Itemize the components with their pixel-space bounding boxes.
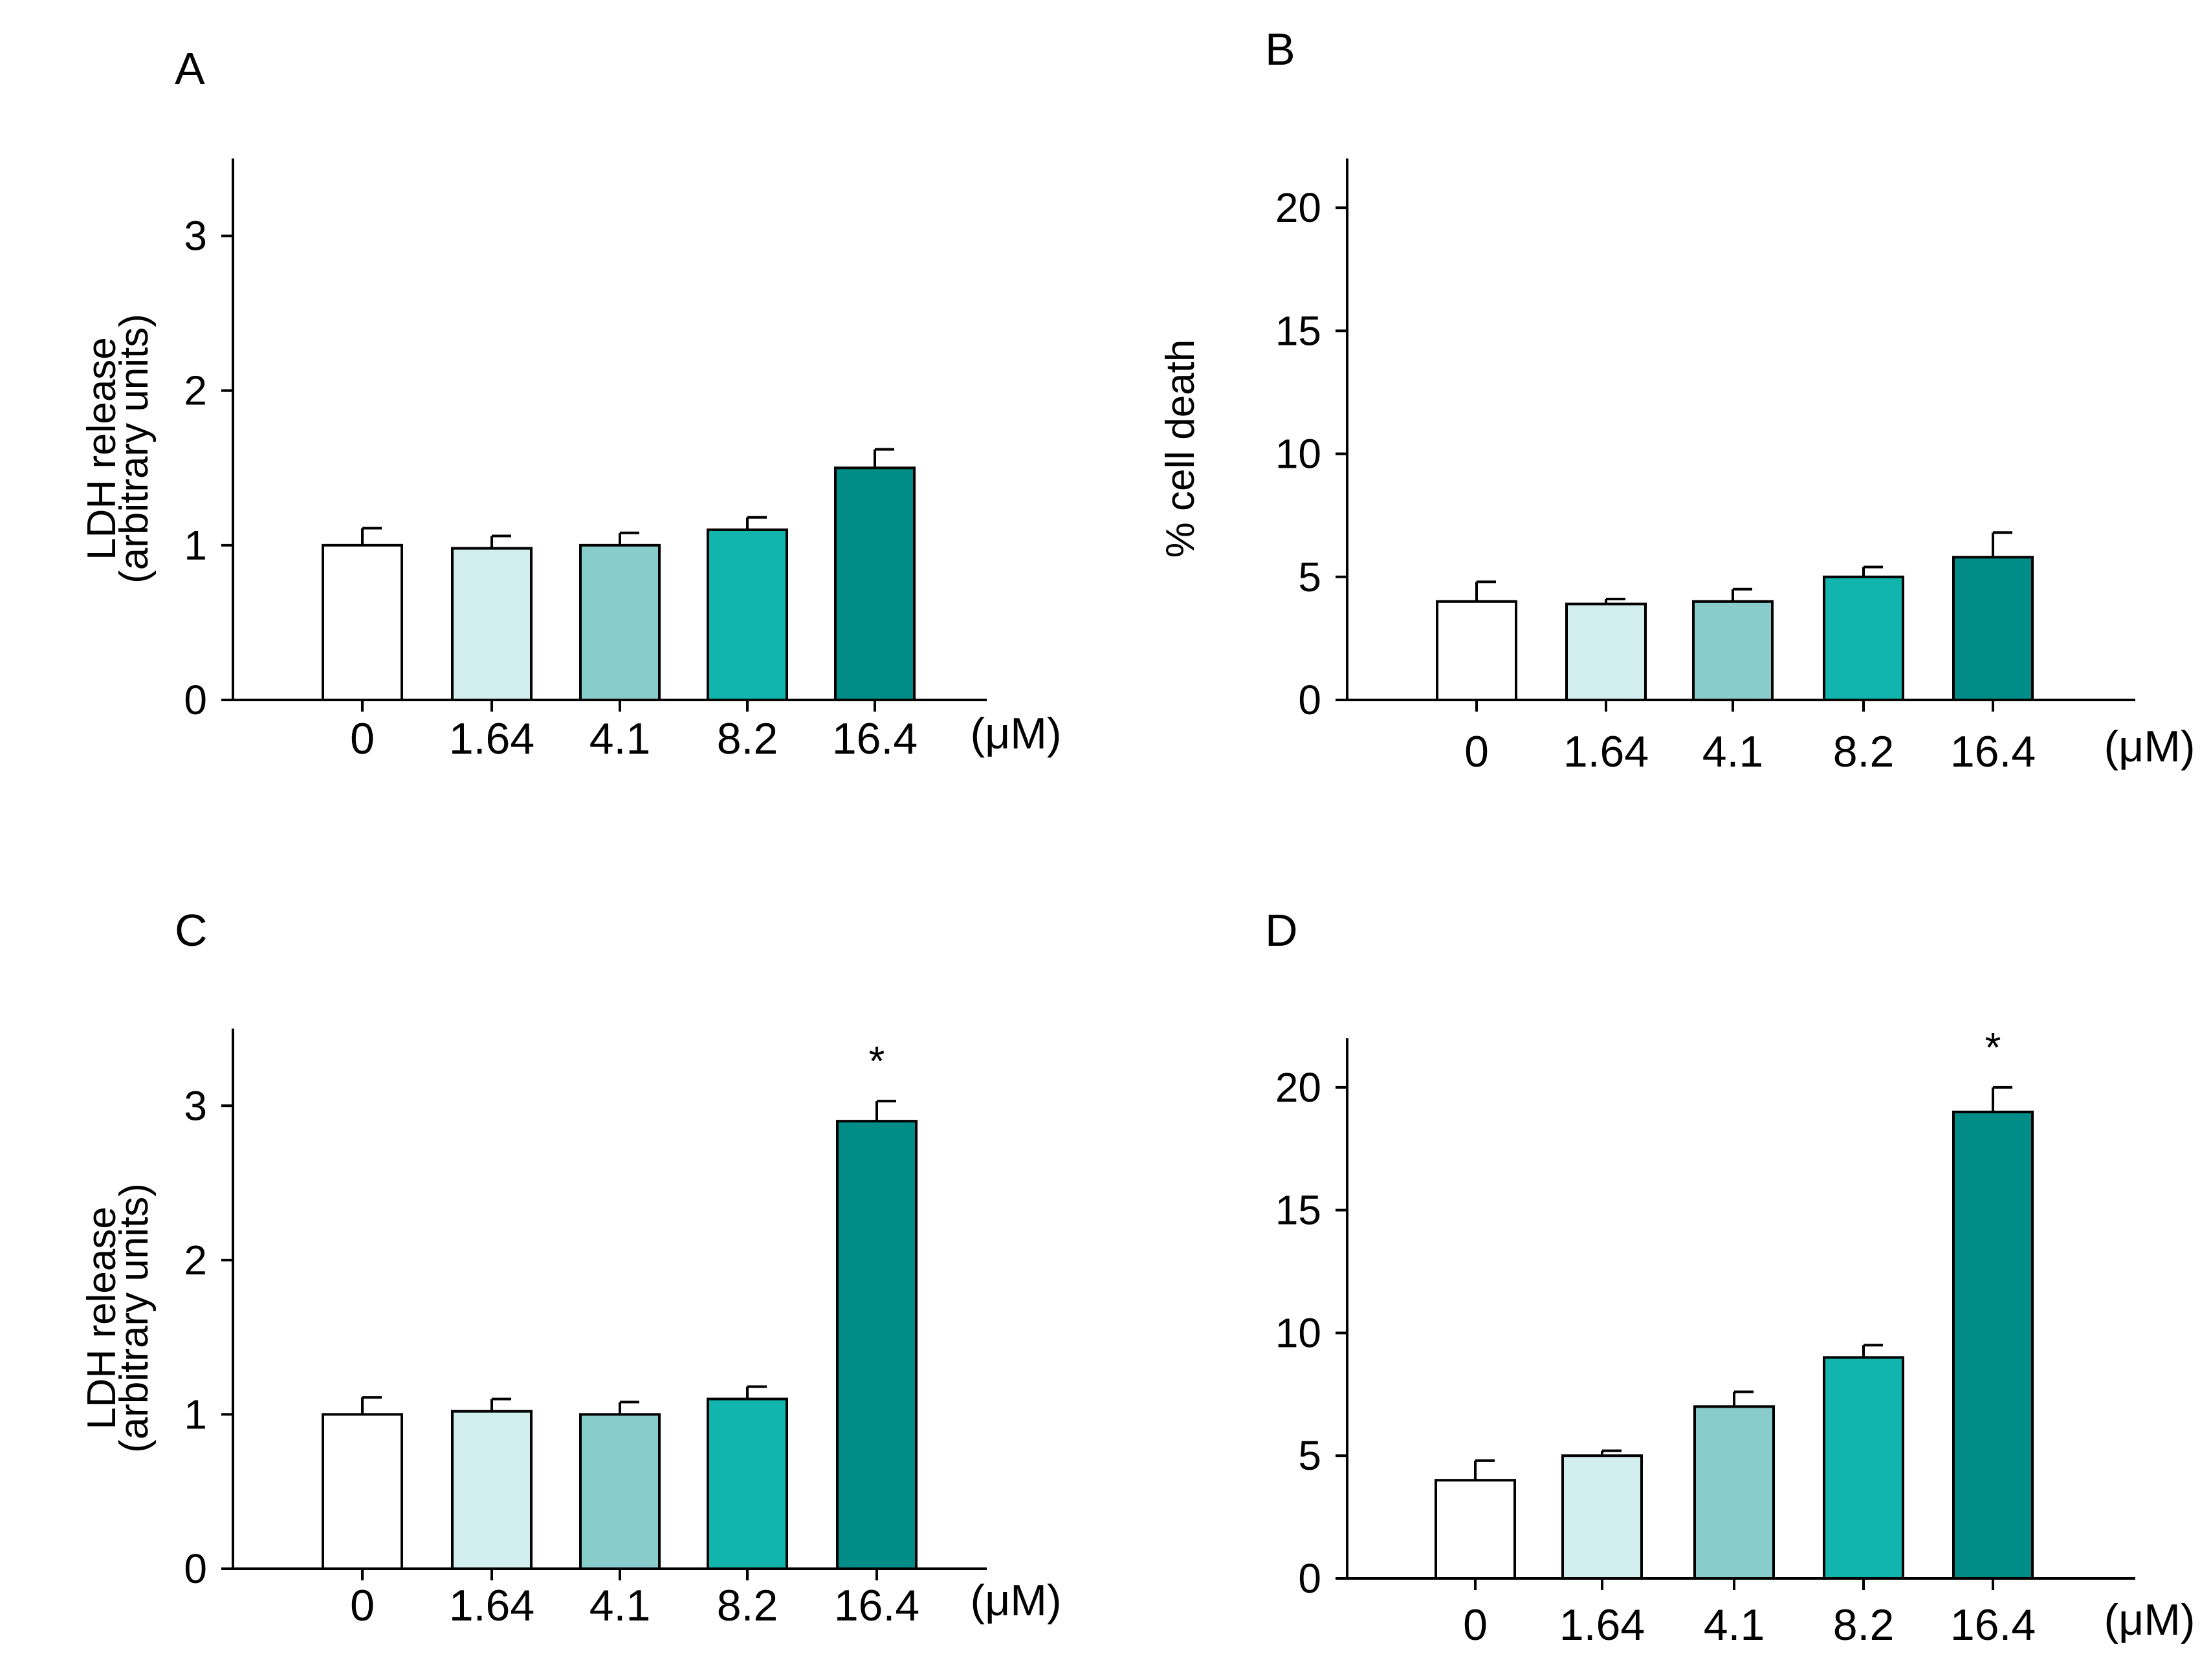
panel-label-b: B [1265, 24, 1295, 74]
category-label-b-3: 8.2 [1833, 727, 1895, 776]
y-tick-label-a: 2 [184, 367, 207, 414]
bar-a-2 [579, 543, 661, 701]
bar-b-4 [1952, 556, 2034, 701]
y-tick-label-c: 0 [184, 1545, 207, 1592]
significance-star-c: * [869, 1038, 885, 1084]
category-label-d-0: 0 [1463, 1600, 1488, 1650]
y-axis-title-c-1: (arbitrary units) [112, 1183, 157, 1453]
y-tick-label-d: 5 [1298, 1432, 1321, 1479]
bar-c-4 [836, 1120, 918, 1570]
bar-c-0 [322, 1413, 403, 1570]
category-label-c-0: 0 [350, 1581, 375, 1630]
y-tick-label-d: 0 [1298, 1555, 1321, 1602]
category-label-a-3: 8.2 [717, 714, 778, 763]
y-tick-label-b: 10 [1275, 431, 1321, 477]
bar-d-1 [1561, 1454, 1643, 1580]
panel-label-c: C [175, 905, 208, 955]
y-tick-label-b: 20 [1275, 184, 1321, 231]
unit-label-d: (μM) [2104, 1595, 2195, 1644]
unit-label-a: (μM) [970, 709, 1061, 758]
category-label-a-1: 1.64 [449, 714, 534, 763]
y-tick-label-b: 5 [1298, 554, 1321, 600]
bar-a-3 [707, 528, 788, 701]
y-tick-label-d: 20 [1275, 1064, 1321, 1111]
y-tick-label-a: 0 [184, 677, 207, 723]
category-label-b-4: 16.4 [1950, 727, 2036, 776]
y-tick-label-d: 15 [1275, 1187, 1321, 1234]
category-label-c-4: 16.4 [834, 1581, 919, 1630]
y-tick-label-a: 3 [184, 213, 207, 259]
y-tick-label-b: 0 [1298, 677, 1321, 723]
category-label-c-2: 4.1 [589, 1581, 651, 1630]
bar-d-3 [1823, 1356, 1904, 1580]
category-label-b-2: 4.1 [1702, 727, 1764, 776]
category-label-c-1: 1.64 [449, 1581, 534, 1630]
bar-d-0 [1435, 1479, 1516, 1580]
y-tick-label-c: 1 [184, 1391, 207, 1437]
y-tick-label-c: 3 [184, 1082, 207, 1129]
category-label-a-0: 0 [350, 714, 375, 763]
category-label-b-1: 1.64 [1563, 727, 1649, 776]
category-label-a-4: 16.4 [832, 714, 918, 763]
category-label-c-3: 8.2 [717, 1581, 778, 1630]
bar-a-0 [322, 543, 403, 701]
category-label-d-1: 1.64 [1559, 1600, 1645, 1650]
panel-label-a: A [175, 43, 205, 94]
bar-b-1 [1565, 602, 1647, 702]
category-label-d-3: 8.2 [1833, 1600, 1895, 1650]
category-label-b-0: 0 [1464, 727, 1489, 776]
panel-label-d: D [1265, 905, 1298, 955]
unit-label-b: (μM) [2104, 722, 2195, 771]
bar-b-2 [1692, 600, 1774, 701]
bar-d-4 [1952, 1110, 2034, 1580]
y-axis-title-b-0: % cell death [1158, 340, 1203, 558]
y-tick-label-a: 1 [184, 522, 207, 569]
y-tick-label-d: 10 [1275, 1309, 1321, 1356]
bar-c-3 [707, 1397, 788, 1571]
bar-a-1 [451, 547, 533, 702]
category-label-a-2: 4.1 [589, 714, 651, 763]
category-label-d-2: 4.1 [1704, 1600, 1765, 1650]
bar-c-1 [451, 1410, 533, 1571]
y-axis-title-a-1: (arbitrary units) [112, 314, 157, 584]
category-label-d-4: 16.4 [1950, 1600, 2036, 1650]
y-axis-title-a-0: LDH release [80, 337, 124, 560]
bar-b-3 [1823, 575, 1904, 701]
bar-d-2 [1693, 1405, 1775, 1580]
y-axis-title-c-0: LDH release [80, 1206, 124, 1430]
significance-star-d: * [1985, 1024, 2001, 1071]
unit-label-c: (μM) [970, 1576, 1061, 1625]
bar-c-2 [579, 1413, 661, 1570]
y-tick-label-b: 15 [1275, 307, 1321, 354]
bar-a-4 [834, 466, 916, 701]
bar-b-0 [1436, 600, 1517, 701]
y-tick-label-c: 2 [184, 1237, 207, 1283]
